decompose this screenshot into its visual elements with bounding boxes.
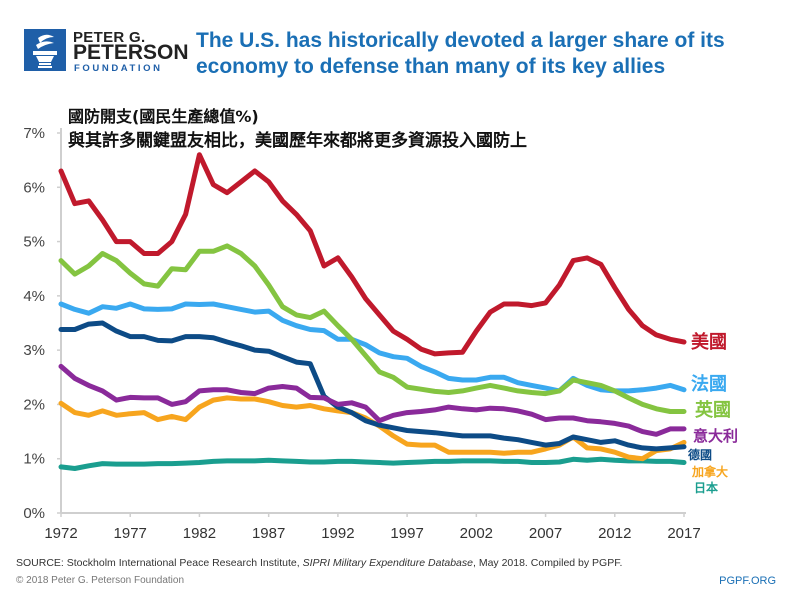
chart-subtitle-zh: 與其許多關鍵盟友相比，美國歷年來都將更多資源投入國防上 — [68, 131, 527, 151]
x-tick-label: 1987 — [252, 525, 285, 542]
x-tick-label: 1972 — [44, 525, 77, 542]
x-tick-label: 1982 — [183, 525, 216, 542]
series-group — [58, 152, 687, 471]
series-line — [58, 363, 687, 437]
series-label: 加拿大 — [691, 464, 728, 479]
y-tick-label: 6% — [23, 179, 45, 196]
axes: 0% 1% 2% 3% 4% 5% 6% 7% 1972 1977 1982 1987 1992 1997… — [23, 125, 700, 542]
x-tick-label: 2012 — [598, 525, 631, 542]
logo: PETER G. PETERSON FOUNDATION — [24, 29, 189, 77]
series-line — [58, 243, 687, 414]
source-prefix: SOURCE: Stockholm International Peace Re… — [16, 557, 303, 569]
series-label: 日本 — [694, 480, 718, 495]
series-line — [58, 395, 687, 462]
y-tick-label: 2% — [23, 396, 45, 413]
series-label: 意大利 — [693, 427, 738, 445]
chart-title-zh: 國防開支(國民生產總值%) — [68, 107, 259, 126]
y-tick-label: 1% — [23, 451, 45, 468]
logo-line-2: PETERSON — [73, 41, 189, 64]
logo-line-3: FOUNDATION — [74, 63, 163, 74]
series-label: 美國 — [691, 331, 727, 353]
series-line — [58, 320, 687, 452]
y-tick-label: 7% — [23, 125, 45, 142]
x-tick-label: 2007 — [529, 525, 562, 542]
y-tick-label: 4% — [23, 288, 45, 305]
series-label: 德國 — [688, 447, 712, 462]
source-note: SOURCE: Stockholm International Peace Re… — [16, 557, 622, 569]
source-database: SIPRI Military Expenditure Database — [302, 557, 473, 569]
series-line — [58, 301, 687, 394]
y-tick-label: 5% — [23, 234, 45, 251]
x-tick-label: 1977 — [114, 525, 147, 542]
site-link[interactable]: PGPF.ORG — [719, 575, 776, 587]
x-tick-label: 1997 — [390, 525, 423, 542]
y-tick-label: 0% — [23, 505, 45, 522]
series-line — [58, 152, 687, 357]
x-tick-label: 2002 — [460, 525, 493, 542]
series-label: 英國 — [694, 399, 731, 421]
copyright: © 2018 Peter G. Peterson Foundation — [16, 575, 185, 586]
x-tick-label: 1992 — [321, 525, 354, 542]
series-line — [58, 456, 687, 471]
series-label: 法國 — [691, 373, 727, 395]
headline: The U.S. has historically devoted a larg… — [196, 29, 725, 78]
y-tick-label: 3% — [23, 342, 45, 359]
torch-icon — [24, 29, 66, 71]
source-suffix: , May 2018. Compiled by PGPF. — [472, 557, 623, 569]
x-tick-label: 2017 — [667, 525, 700, 542]
logo-line-1: PETER G. — [73, 29, 146, 46]
